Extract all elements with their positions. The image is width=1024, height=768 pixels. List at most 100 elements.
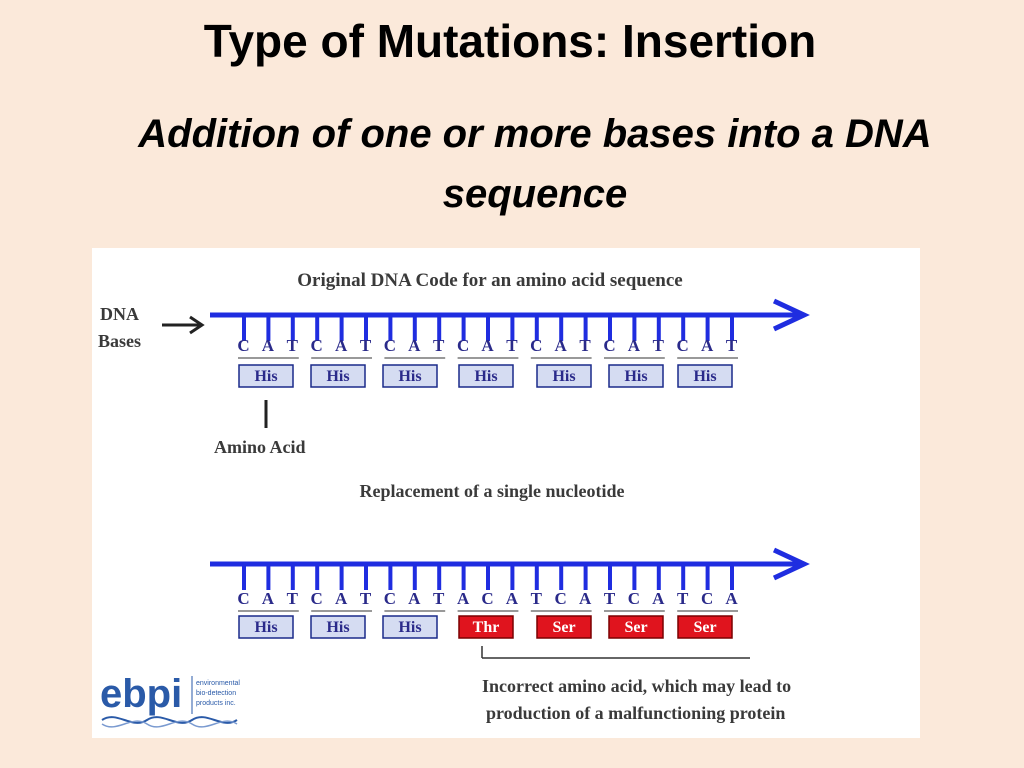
- logo-tagline-2: bio-detection: [196, 690, 236, 697]
- dna-base: C: [311, 589, 324, 608]
- mutation-diagram: Original DNA Code for an amino acid sequ…: [98, 270, 810, 728]
- dna-base: C: [457, 336, 470, 355]
- dna-base: A: [652, 589, 665, 608]
- codon-box: [310, 364, 366, 388]
- pointer-arrow-icon: [162, 315, 205, 335]
- dna-base: A: [555, 336, 568, 355]
- mutated-codons: His His His Thr Ser Ser Ser: [238, 615, 733, 639]
- dna-base: C: [311, 336, 324, 355]
- dna-base: A: [506, 589, 519, 608]
- original-caption: Original DNA Code for an amino acid sequ…: [297, 270, 682, 291]
- amino-acid-label: His: [254, 619, 277, 636]
- dna-base: T: [287, 589, 299, 608]
- dna-base: T: [287, 336, 299, 355]
- dna-label-line-2: Bases: [98, 331, 141, 351]
- codon-box: [536, 364, 592, 388]
- subtitle-line-1: Addition of one or more bases into a DNA: [138, 112, 932, 156]
- dna-base: T: [604, 589, 616, 608]
- dna-base: T: [360, 589, 372, 608]
- amino-acid-label: Amino Acid: [214, 437, 306, 457]
- dna-base: T: [579, 336, 591, 355]
- mutated-codon-box: [677, 615, 733, 639]
- codon-box: [238, 364, 294, 388]
- dna-base: A: [701, 336, 714, 355]
- dna-base: A: [725, 589, 738, 608]
- dna-wave-icon: [101, 716, 238, 724]
- dna-base: C: [530, 336, 543, 355]
- dna-base: T: [677, 589, 689, 608]
- dna-base: T: [531, 589, 543, 608]
- bottom-note-line-2: production of a malfunctioning protein: [486, 703, 785, 723]
- amino-acid-label: His: [398, 619, 421, 636]
- amino-acid-label: His: [552, 368, 575, 385]
- logo-wordmark: ebpi: [100, 672, 182, 716]
- replacement-caption: Replacement of a single nucleotide: [360, 481, 625, 501]
- dna-label-line-1: DNA: [100, 304, 139, 324]
- strand-arrowhead-icon: [772, 547, 810, 581]
- ebpi-logo: ebpi environmental bio-detection product…: [100, 672, 240, 728]
- dna-base: A: [628, 336, 641, 355]
- mutation-bracket: [481, 646, 750, 659]
- amino-acid-label: His: [398, 368, 421, 385]
- dna-base: A: [481, 336, 494, 355]
- codon-box: [382, 615, 438, 639]
- slide-subtitle: Addition of one or more bases into a DNA…: [60, 104, 1010, 224]
- dna-base: A: [262, 336, 275, 355]
- slide-title: Type of Mutations: Insertion: [203, 15, 817, 67]
- mutated-codon-box: [608, 615, 664, 639]
- dna-base: C: [677, 336, 690, 355]
- dna-base: T: [506, 336, 518, 355]
- dna-base: A: [335, 336, 348, 355]
- dna-base: C: [481, 589, 494, 608]
- dna-wave-icon-2: [101, 720, 238, 728]
- amino-acid-label: Ser: [552, 619, 575, 636]
- dna-base: C: [701, 589, 714, 608]
- dna-base: A: [457, 589, 470, 608]
- amino-acid-label: Ser: [693, 619, 716, 636]
- codon-box: [310, 615, 366, 639]
- dna-base: C: [237, 589, 250, 608]
- subtitle-line-2: sequence: [442, 172, 628, 216]
- original-dna-strand: [210, 298, 810, 341]
- amino-acid-label: His: [474, 368, 497, 385]
- dna-base: C: [237, 336, 250, 355]
- dna-base: C: [603, 336, 616, 355]
- bottom-note-line-1: Incorrect amino acid, which may lead to: [482, 676, 791, 696]
- codon-box: [608, 364, 664, 388]
- amino-acid-label: His: [326, 368, 349, 385]
- dna-base: A: [335, 589, 348, 608]
- amino-acid-label: His: [254, 368, 277, 385]
- dna-base: C: [384, 336, 397, 355]
- dna-base: A: [262, 589, 275, 608]
- dna-base: T: [653, 336, 665, 355]
- codon-box: [238, 615, 294, 639]
- dna-base: C: [555, 589, 568, 608]
- amino-acid-label: His: [624, 368, 647, 385]
- dna-base: T: [433, 589, 445, 608]
- strand-arrowhead-icon: [772, 298, 810, 332]
- amino-acid-label: His: [693, 368, 716, 385]
- codon-box: [382, 364, 438, 388]
- logo-tagline-1: environmental: [196, 680, 240, 687]
- dna-base: A: [579, 589, 592, 608]
- dna-base: A: [408, 589, 421, 608]
- amino-acid-label: Thr: [473, 619, 500, 636]
- dna-base: A: [408, 336, 421, 355]
- mutated-codon-box: [458, 615, 514, 639]
- dna-base: T: [433, 336, 445, 355]
- dna-base: T: [360, 336, 372, 355]
- dna-base: C: [628, 589, 641, 608]
- logo-tagline-3: products inc.: [196, 700, 236, 707]
- codon-box: [458, 364, 514, 388]
- original-codons: His His His His His His His: [238, 364, 733, 388]
- amino-acid-label: His: [326, 619, 349, 636]
- amino-acid-label: Ser: [624, 619, 647, 636]
- mutated-codon-box: [536, 615, 592, 639]
- diagram-panel: Original DNA Code for an amino acid sequ…: [92, 248, 920, 738]
- codon-box: [677, 364, 733, 388]
- mutated-dna-strand: [210, 547, 810, 590]
- dna-base: C: [384, 589, 397, 608]
- dna-base: T: [726, 336, 738, 355]
